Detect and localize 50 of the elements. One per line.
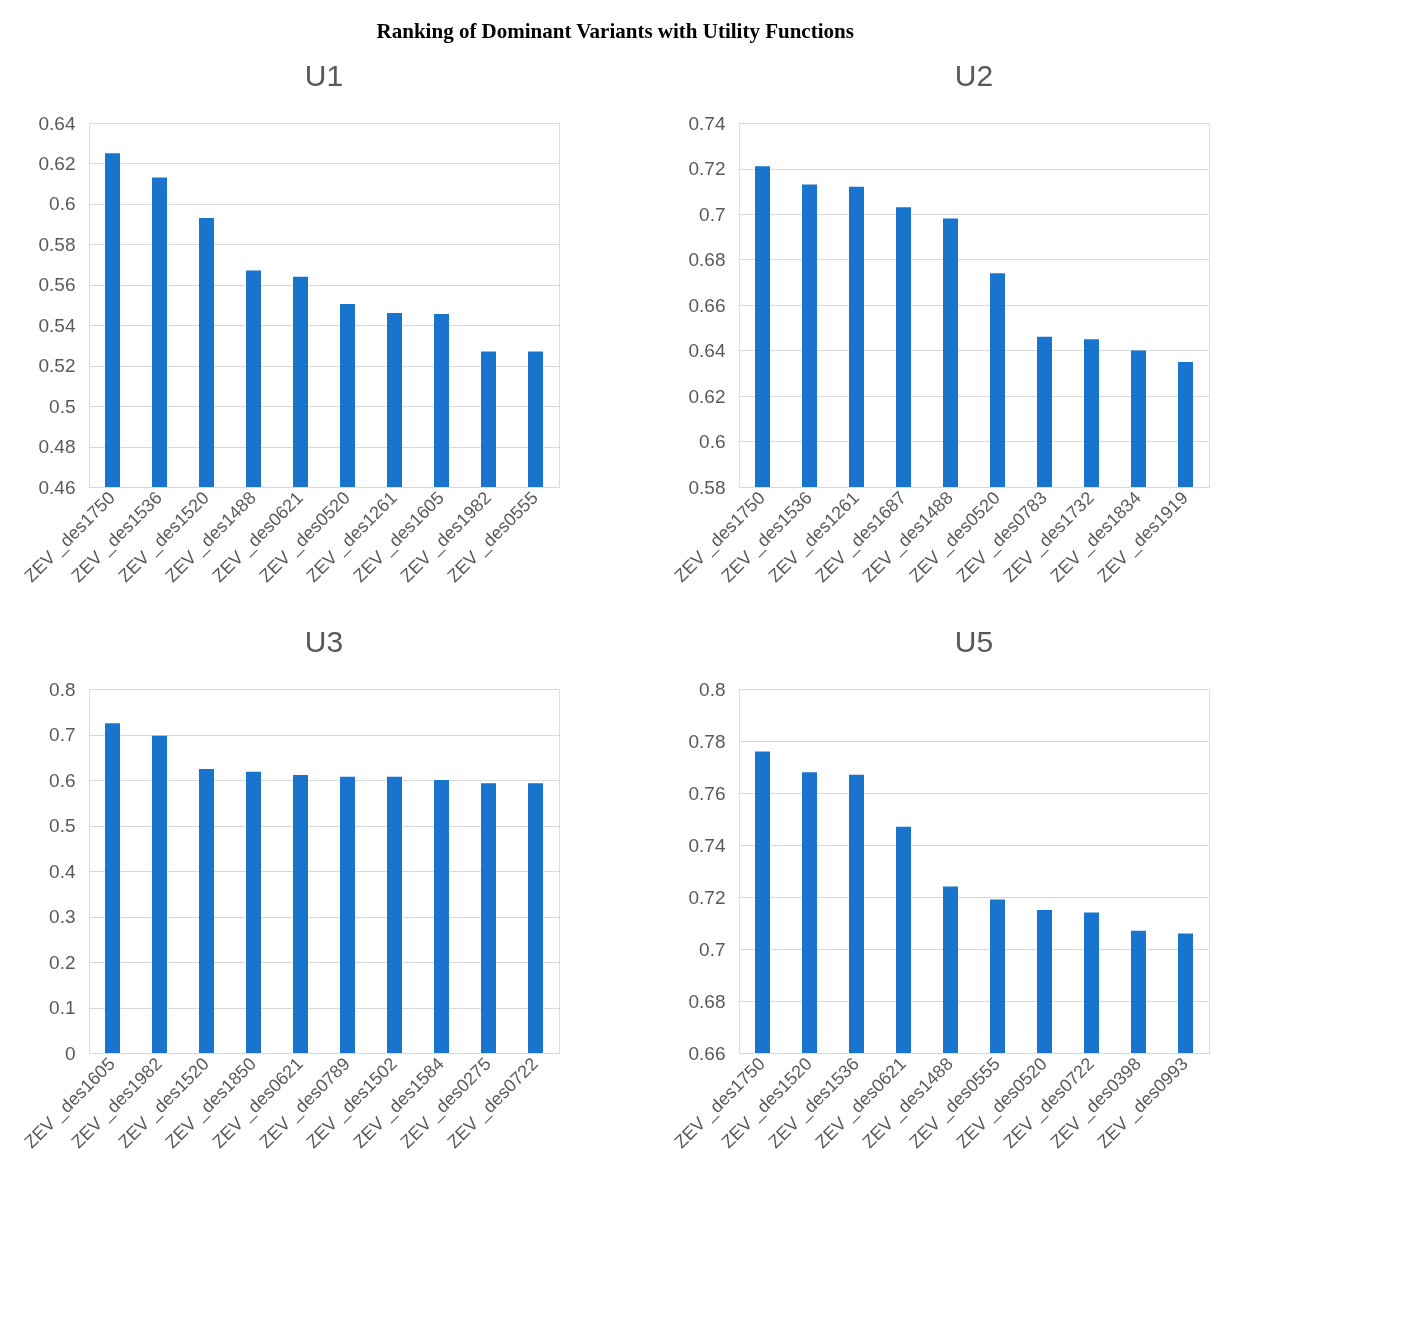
bar <box>293 775 308 1053</box>
bar <box>340 776 355 1053</box>
y-tick-label: 0.5 <box>49 815 76 836</box>
y-tick-label: 0.2 <box>49 951 76 973</box>
y-tick-label: 0.72 <box>688 158 726 179</box>
y-tick-label: 0.56 <box>38 274 76 296</box>
y-tick-label: 0.46 <box>38 476 76 498</box>
y-tick-label: 0.7 <box>699 203 726 225</box>
chart-title: U2 <box>954 59 994 92</box>
y-tick-label: 0.8 <box>49 678 76 700</box>
y-tick-label: 0.78 <box>688 730 726 752</box>
chart-title: U3 <box>304 625 344 658</box>
y-tick-label: 0.74 <box>688 834 726 856</box>
y-tick-label: 0.58 <box>38 233 76 255</box>
y-tick-label: 0.3 <box>49 906 76 927</box>
bar <box>199 769 214 1053</box>
bar <box>434 780 449 1053</box>
y-tick-label: 0.54 <box>38 314 76 336</box>
y-tick-label: 0.66 <box>688 294 726 316</box>
y-tick-label: 0.66 <box>688 1042 726 1064</box>
chart-title: U1 <box>304 59 344 92</box>
y-tick-label: 0.76 <box>688 782 726 804</box>
y-tick-label: 0.7 <box>49 724 76 745</box>
y-tick-label: 0.52 <box>38 355 76 377</box>
text: Ranking of Dominant Variants with Utility Functions <box>376 18 854 43</box>
y-tick-label: 0.7 <box>699 938 726 960</box>
y-tick-label: 0.6 <box>49 769 76 791</box>
y-tick-label: 0.48 <box>38 436 76 458</box>
y-tick-label: 0.74 <box>688 112 726 134</box>
bar <box>481 783 496 1053</box>
bar <box>528 783 543 1053</box>
bar <box>105 723 120 1053</box>
y-tick-label: 0.6 <box>699 431 726 452</box>
y-tick-label: 0.72 <box>688 886 726 908</box>
y-tick-label: 0.68 <box>688 249 726 270</box>
y-tick-label: 0.5 <box>49 395 76 417</box>
bar <box>152 735 167 1053</box>
y-tick-label: 0.58 <box>688 476 726 498</box>
y-tick-label: 0.68 <box>688 990 726 1012</box>
y-tick-label: 0.8 <box>699 678 726 700</box>
bar <box>387 776 402 1053</box>
y-tick-label: 0.6 <box>49 193 76 215</box>
y-tick-label: 0.62 <box>688 385 726 407</box>
y-tick-label: 0.4 <box>49 860 76 882</box>
y-tick-label: 0.62 <box>38 152 76 174</box>
y-tick-label: 0.64 <box>38 112 76 134</box>
chart-title: U5 <box>954 625 994 658</box>
bar <box>246 771 261 1053</box>
y-tick-label: 0.64 <box>688 340 726 361</box>
y-tick-label: 0.1 <box>49 997 76 1018</box>
